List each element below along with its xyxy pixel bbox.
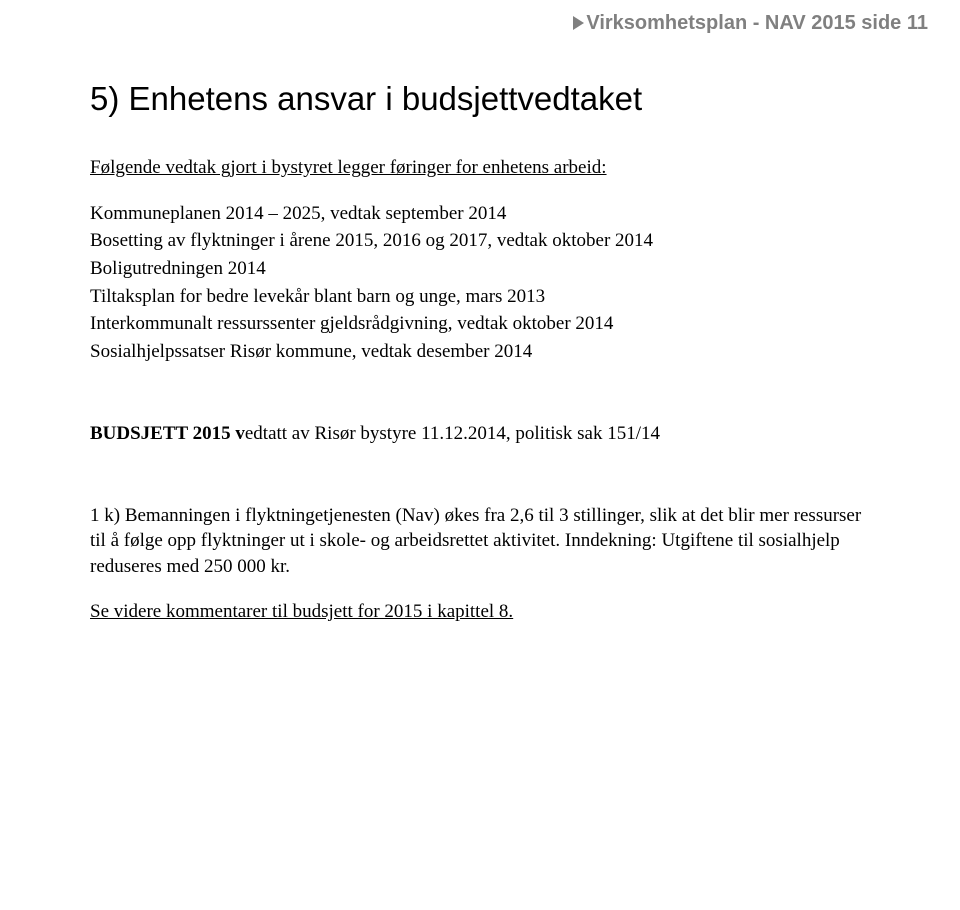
triangle-icon [573, 16, 584, 30]
list-item: Kommuneplanen 2014 – 2025, vedtak septem… [90, 201, 870, 227]
budsjett-line: BUDSJETT 2015 vedtatt av Risør bystyre 1… [90, 423, 870, 445]
intro-line: Følgende vedtak gjort i bystyret legger … [90, 156, 870, 181]
list-item: Boligutredningen 2014 [90, 256, 870, 282]
document-page: Virksomhetsplan - NAV 2015 side 11 5) En… [0, 0, 960, 910]
list-item: Interkommunalt ressurssenter gjeldsrådgi… [90, 311, 870, 337]
section-title: 5) Enhetens ansvar i budsjettvedtaket [90, 80, 870, 118]
page-header: Virksomhetsplan - NAV 2015 side 11 [573, 12, 928, 35]
list-item: Tiltaksplan for bedre levekår blant barn… [90, 284, 870, 310]
final-link: Se videre kommentarer til budsjett for 2… [90, 601, 870, 623]
list-item: Bosetting av flyktninger i årene 2015, 2… [90, 228, 870, 254]
budsjett-bold: BUDSJETT 2015 v [90, 423, 245, 444]
item-list: Kommuneplanen 2014 – 2025, vedtak septem… [90, 201, 870, 365]
budsjett-rest: edtatt av Risør bystyre 11.12.2014, poli… [245, 423, 660, 444]
list-item: Sosialhjelpssatser Risør kommune, vedtak… [90, 339, 870, 365]
header-text: Virksomhetsplan - NAV 2015 side 11 [586, 12, 928, 34]
body-paragraph: 1 k) Bemanningen i flyktningetjenesten (… [90, 503, 870, 580]
